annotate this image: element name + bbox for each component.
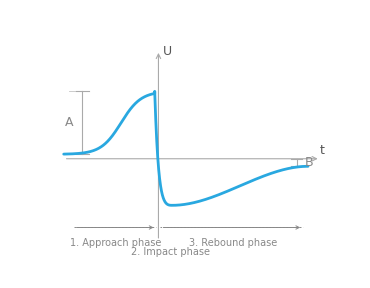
Text: t: t <box>319 144 324 157</box>
Text: B: B <box>305 156 314 169</box>
Text: 1. Approach phase: 1. Approach phase <box>70 238 162 248</box>
Text: 3. Rebound phase: 3. Rebound phase <box>189 238 278 248</box>
Text: A: A <box>64 116 73 129</box>
Text: U: U <box>163 45 172 58</box>
Text: 2. Impact phase: 2. Impact phase <box>131 247 211 257</box>
